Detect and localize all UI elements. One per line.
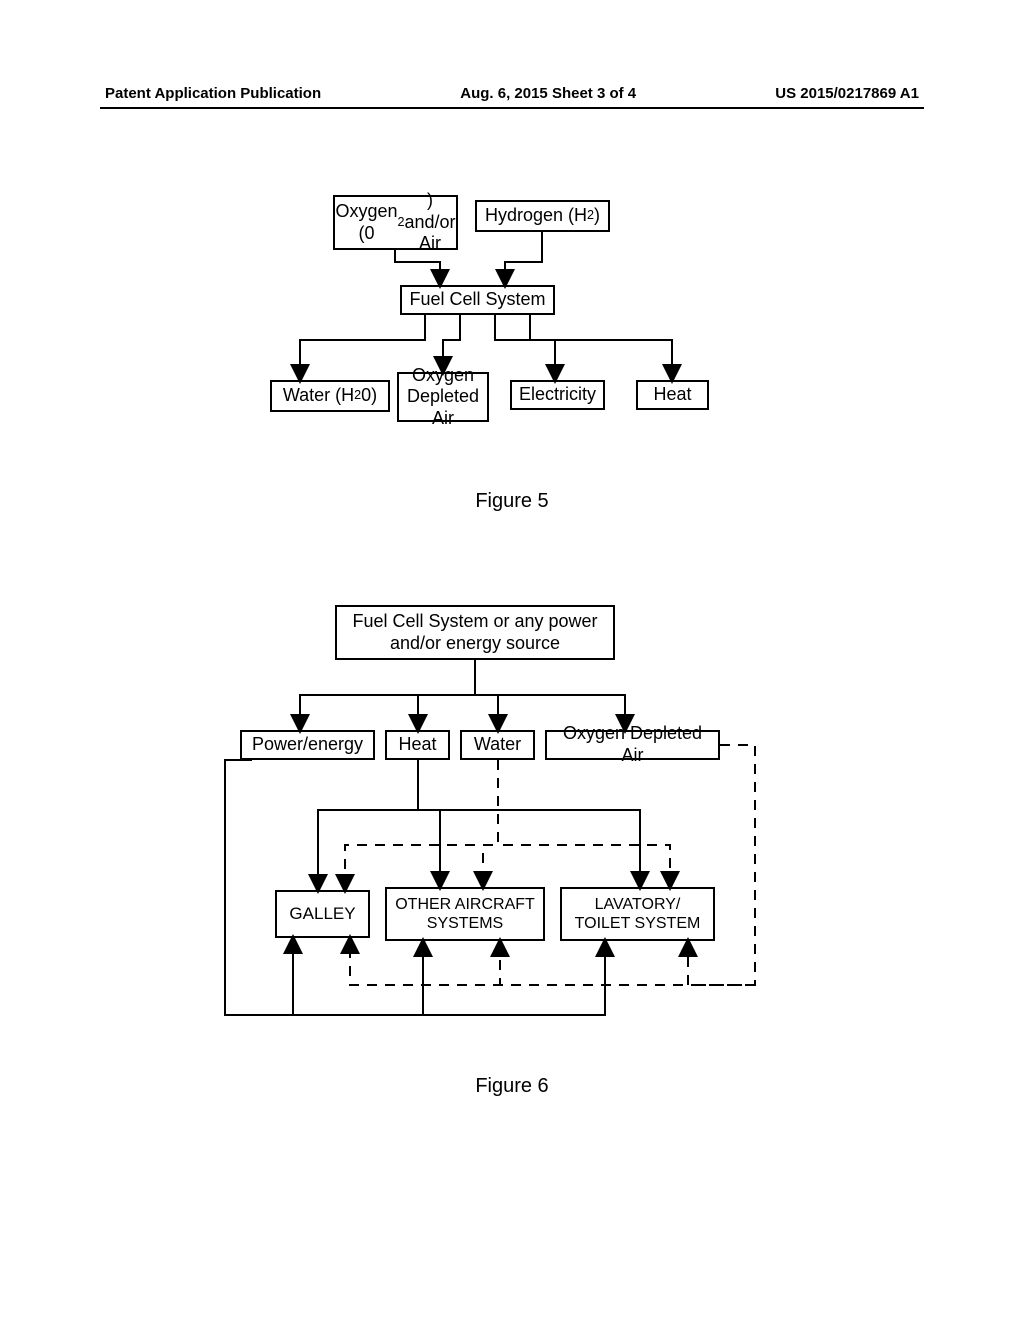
connector-svg [0, 0, 1024, 1320]
diagram-canvas: Oxygen (02)and/or Air Hydrogen (H2) Fuel… [0, 0, 1024, 1320]
